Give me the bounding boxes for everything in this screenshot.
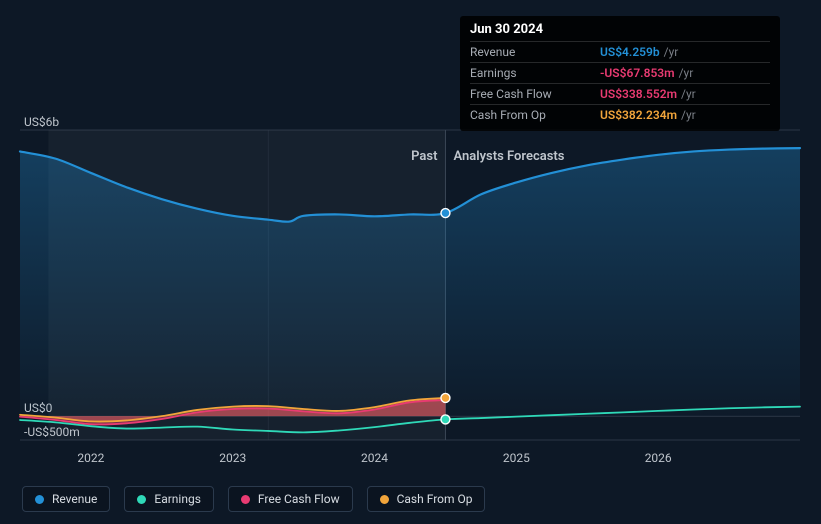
cfo-cursor-marker	[441, 393, 450, 402]
tooltip-row: RevenueUS$4.259b/yr	[470, 41, 770, 62]
earnings-cursor-marker	[441, 415, 450, 424]
x-axis-label: 2025	[503, 451, 530, 465]
tooltip-row-label: Revenue	[470, 45, 600, 59]
tooltip-row-unit: /yr	[664, 45, 679, 59]
legend-item-fcf[interactable]: Free Cash Flow	[228, 486, 353, 512]
x-axis-label: 2024	[361, 451, 388, 465]
tooltip-row-unit: /yr	[681, 87, 696, 101]
tooltip-row: Free Cash FlowUS$338.552m/yr	[470, 83, 770, 104]
legend-item-earnings[interactable]: Earnings	[124, 486, 214, 512]
tooltip-row-unit: /yr	[681, 108, 696, 122]
chart-legend: Revenue Earnings Free Cash Flow Cash From O…	[22, 486, 485, 512]
legend-dot	[241, 495, 250, 504]
legend-dot	[35, 495, 44, 504]
forecast-label: Analysts Forecasts	[453, 149, 564, 164]
tooltip-row-label: Free Cash Flow	[470, 87, 600, 101]
legend-label: Earnings	[154, 492, 201, 506]
chart-tooltip: Jun 30 2024 RevenueUS$4.259b/yrEarnings-…	[460, 16, 780, 131]
tooltip-row-unit: /yr	[679, 66, 694, 80]
tooltip-row-value: US$382.234m	[600, 108, 677, 122]
tooltip-row-label: Cash From Op	[470, 108, 600, 122]
tooltip-row-value: -US$67.853m	[600, 66, 675, 80]
tooltip-row-value: US$338.552m	[600, 87, 677, 101]
tooltip-row-label: Earnings	[470, 66, 600, 80]
revenue-cursor-marker	[441, 209, 450, 218]
legend-item-cfo[interactable]: Cash From Op	[367, 486, 486, 512]
legend-label: Revenue	[52, 492, 97, 506]
tooltip-row-value: US$4.259b	[600, 45, 660, 59]
y-axis-label: US$6b	[24, 115, 59, 129]
x-axis-label: 2022	[77, 451, 104, 465]
legend-label: Free Cash Flow	[258, 492, 340, 506]
legend-item-revenue[interactable]: Revenue	[22, 486, 110, 512]
tooltip-row: Cash From OpUS$382.234m/yr	[470, 104, 770, 125]
x-axis-label: 2026	[645, 451, 672, 465]
y-axis-label: -US$500m	[24, 425, 80, 439]
legend-dot	[137, 495, 146, 504]
past-label: Past	[411, 149, 438, 164]
financial-forecast-chart[interactable]: US$6bUS$0-US$500mPastAnalysts Forecasts2…	[0, 0, 821, 524]
tooltip-row: Earnings-US$67.853m/yr	[470, 62, 770, 83]
legend-label: Cash From Op	[397, 492, 473, 506]
x-axis-label: 2023	[219, 451, 246, 465]
tooltip-date: Jun 30 2024	[470, 22, 770, 37]
legend-dot	[380, 495, 389, 504]
